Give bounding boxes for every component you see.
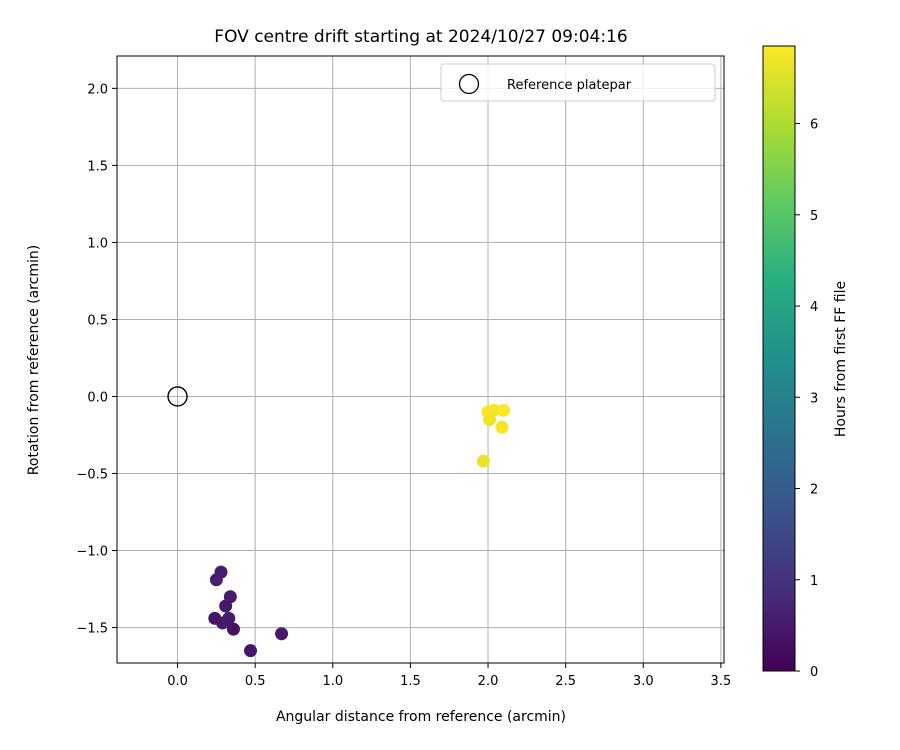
scatter-points: [208, 403, 511, 658]
x-tick-label: 2.0: [478, 674, 499, 689]
y-tick-label: 1.0: [87, 236, 108, 251]
colorbar-tick-label: 1: [810, 574, 818, 589]
x-tick-label: 0.5: [245, 674, 266, 689]
x-axis-ticks: 0.0 0.5 1.0 1.5 2.0 2.5 3.0 3.5: [167, 663, 731, 689]
chart-title: FOV centre drift starting at 2024/10/27 …: [214, 27, 627, 47]
scatter-point: [244, 644, 258, 658]
reference-layer: [167, 386, 188, 407]
y-tick-label: 1.5: [87, 159, 108, 174]
x-axis-label: Angular distance from reference (arcmin): [276, 709, 566, 725]
y-axis-ticks: −1.5 −1.0 −0.5 0.0 0.5 1.0 1.5 2.0: [76, 82, 117, 637]
x-tick-label: 1.0: [322, 674, 343, 689]
colorbar-gradient: [763, 46, 795, 671]
x-tick-label: 0.0: [167, 674, 188, 689]
legend-marker-reference: [458, 73, 480, 95]
plot-frame: [116, 55, 725, 664]
scatter-point: [209, 573, 223, 587]
y-tick-label: −0.5: [76, 468, 108, 483]
scatter-point: [216, 616, 230, 630]
scatter-point: [495, 420, 509, 434]
scatter-point: [483, 413, 497, 427]
colorbar-frame: [762, 45, 796, 672]
legend-box: [440, 63, 716, 102]
y-tick-label: −1.5: [76, 622, 108, 637]
scatter-point: [226, 622, 240, 636]
colorbar-tick-label: 3: [810, 391, 818, 406]
legend: Reference platepar: [440, 63, 716, 102]
plot-area: 0.0 0.5 1.0 1.5 2.0 2.5 3.0 3.5 −1.5 −1.0 −0.5 0.0…: [76, 55, 731, 689]
x-tick-label: 3.5: [711, 674, 732, 689]
scatter-point: [219, 599, 233, 613]
grid: [117, 56, 724, 663]
colorbar-label: Hours from first FF file: [833, 281, 849, 437]
colorbar-tick-label: 4: [810, 300, 818, 315]
colorbar-tick-label: 0: [810, 665, 818, 680]
colorbar: 0 1 2 3 4 5 6 Hours from first FF file: [762, 45, 849, 680]
scatter-point: [497, 403, 511, 417]
y-tick-label: 2.0: [87, 82, 108, 97]
colorbar-ticks: 0 1 2 3 4 5 6: [795, 118, 818, 680]
scatter-point: [275, 627, 289, 641]
y-tick-label: 0.0: [87, 390, 108, 405]
reference-marker: [167, 386, 188, 407]
y-tick-label: −1.0: [76, 545, 108, 560]
x-tick-label: 2.5: [555, 674, 576, 689]
colorbar-tick-label: 5: [810, 209, 818, 224]
x-tick-label: 1.5: [400, 674, 421, 689]
y-axis-label: Rotation from reference (arcmin): [26, 245, 42, 475]
y-tick-label: 0.5: [87, 313, 108, 328]
colorbar-tick-label: 6: [810, 118, 818, 133]
plot-background: [117, 56, 724, 663]
colorbar-tick-label: 2: [810, 483, 818, 498]
x-tick-label: 3.0: [633, 674, 654, 689]
legend-label-reference: Reference platepar: [507, 78, 632, 93]
scatter-point: [476, 454, 490, 468]
